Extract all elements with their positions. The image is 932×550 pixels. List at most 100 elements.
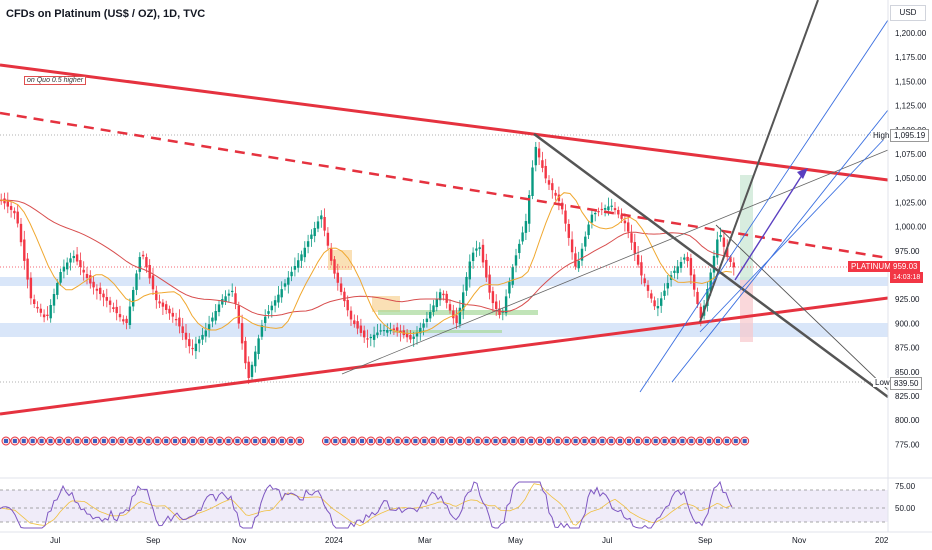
event-flag-icon[interactable] — [669, 436, 678, 446]
event-flag-icon[interactable] — [99, 436, 109, 446]
event-flag-icon[interactable] — [108, 436, 118, 446]
event-flag-icon[interactable] — [63, 436, 73, 446]
event-flag-icon[interactable] — [419, 436, 429, 446]
event-flag-icon[interactable] — [508, 436, 518, 446]
event-flag-icon[interactable] — [152, 436, 162, 446]
event-flag-icon[interactable] — [72, 436, 82, 446]
event-flag-icon[interactable] — [28, 436, 38, 446]
event-flag-icon[interactable] — [588, 436, 598, 446]
event-flag-icon[interactable] — [660, 436, 670, 446]
event-flag-icon[interactable] — [241, 436, 251, 446]
event-flag-icon[interactable] — [482, 436, 492, 446]
event-flag-icon[interactable] — [695, 436, 705, 446]
event-flag-icon[interactable] — [143, 436, 153, 446]
event-flag-icon[interactable] — [677, 436, 687, 446]
event-flag-icon[interactable] — [339, 436, 349, 446]
event-flag-icon[interactable] — [295, 436, 305, 446]
upper-resistance-trendline[interactable] — [0, 63, 889, 182]
event-flag-icon[interactable] — [464, 436, 474, 446]
event-flag-icon[interactable] — [580, 436, 589, 446]
event-flag-icon[interactable] — [526, 436, 536, 446]
event-flag-icon[interactable] — [740, 436, 750, 446]
event-flag-icon[interactable] — [437, 436, 447, 446]
event-flag-icon[interactable] — [232, 436, 242, 446]
event-flag-icon[interactable] — [375, 436, 385, 446]
thin-descending-line[interactable] — [715, 224, 889, 391]
event-flag-icon[interactable] — [597, 436, 607, 446]
event-flag-icon[interactable] — [224, 436, 233, 446]
event-flag-icon[interactable] — [651, 436, 661, 446]
event-flag-icon[interactable] — [170, 436, 180, 446]
event-flag-icon[interactable] — [499, 436, 509, 446]
event-flag-icon[interactable] — [446, 436, 456, 446]
event-flag-icon[interactable] — [491, 436, 500, 446]
event-flag-icon[interactable] — [571, 436, 581, 446]
currency-button[interactable]: USD — [890, 5, 926, 21]
event-flag-icon[interactable] — [197, 436, 207, 446]
event-flag-icon[interactable] — [731, 436, 741, 446]
channel-line-2[interactable] — [671, 109, 889, 383]
channel-line-3[interactable] — [699, 134, 889, 333]
event-flag-icon[interactable] — [517, 436, 527, 446]
event-flag-icon[interactable] — [215, 436, 225, 446]
event-flag-icon[interactable] — [1, 436, 11, 446]
event-flag-icon[interactable] — [10, 436, 20, 446]
event-flag-icon[interactable] — [250, 436, 260, 446]
steep-line[interactable] — [699, 0, 819, 323]
event-flag-icon[interactable] — [606, 436, 616, 446]
descending-trendline[interactable] — [533, 132, 889, 399]
event-flag-icon[interactable] — [713, 436, 723, 446]
event-flag-icon[interactable] — [286, 436, 296, 446]
event-flag-icon[interactable] — [126, 436, 136, 446]
event-flag-icon[interactable] — [54, 436, 64, 446]
event-flag-icon[interactable] — [624, 436, 634, 446]
last-price-tag: 959.03 — [890, 261, 921, 272]
event-flag-icon[interactable] — [259, 436, 269, 446]
event-flag-icon[interactable] — [615, 436, 625, 446]
event-flag-icon[interactable] — [366, 436, 376, 446]
event-flag-icon[interactable] — [268, 436, 278, 446]
event-flag-icon[interactable] — [277, 436, 287, 446]
ascending-thin-line[interactable] — [341, 149, 889, 375]
event-flag-icon[interactable] — [357, 436, 367, 446]
event-flag-icon[interactable] — [188, 436, 198, 446]
event-flag-icon[interactable] — [135, 436, 144, 446]
event-flag-icon[interactable] — [544, 436, 554, 446]
event-flag-icon[interactable] — [81, 436, 91, 446]
event-flag-icon[interactable] — [384, 436, 394, 446]
event-flag-icon[interactable] — [348, 436, 358, 446]
channel-line-1[interactable] — [639, 19, 889, 393]
event-flag-icon[interactable] — [321, 436, 331, 446]
event-flag-icon[interactable] — [410, 436, 420, 446]
event-flag-icon[interactable] — [206, 436, 216, 446]
event-flag-icon[interactable] — [117, 436, 127, 446]
rsi-axis[interactable]: 75.00 50.00 — [895, 482, 916, 513]
event-flag-icon[interactable] — [19, 436, 29, 446]
time-axis[interactable]: Jul Sep Nov 2024 Mar May Jul Sep Nov 202 — [50, 536, 889, 545]
event-flag-icon[interactable] — [37, 436, 47, 446]
event-flag-icon[interactable] — [90, 436, 100, 446]
event-flag-icon[interactable] — [686, 436, 696, 446]
projection-arrow[interactable] — [734, 171, 805, 281]
event-flag-icon[interactable] — [535, 436, 545, 446]
event-flag-icon[interactable] — [179, 436, 189, 446]
event-flag-icon[interactable] — [633, 436, 643, 446]
event-flag-icon[interactable] — [562, 436, 572, 446]
event-flag-icon[interactable] — [642, 436, 652, 446]
symbol-tag[interactable]: PLATINUM — [848, 261, 894, 272]
dashed-resistance-trendline[interactable] — [0, 111, 889, 260]
event-flag-icon[interactable] — [455, 436, 465, 446]
economic-events-row[interactable] — [1, 436, 750, 446]
event-flag-icon[interactable] — [330, 436, 340, 446]
event-flag-icon[interactable] — [161, 436, 171, 446]
event-flag-icon[interactable] — [402, 436, 411, 446]
lower-support-trendline[interactable] — [0, 296, 889, 416]
event-flag-icon[interactable] — [428, 436, 438, 446]
event-flag-icon[interactable] — [722, 436, 732, 446]
event-flag-icon[interactable] — [46, 436, 55, 446]
event-flag-icon[interactable] — [704, 436, 714, 446]
event-flag-icon[interactable] — [473, 436, 483, 446]
event-flag-icon[interactable] — [393, 436, 403, 446]
event-flag-icon[interactable] — [553, 436, 563, 446]
